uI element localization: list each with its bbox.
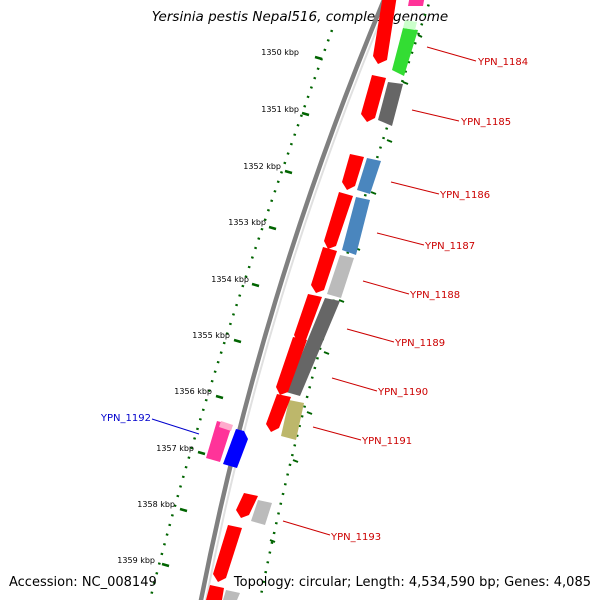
feature-lightgray-bottom: [223, 590, 240, 600]
genome-backbone-highlight: [204, 0, 391, 600]
cds-arrow-10: [213, 525, 242, 582]
outer-lane-features: [223, 0, 425, 600]
feature-lightpink-1192: [219, 421, 233, 431]
tick-marks: [161, 55, 323, 568]
feature-gray-1185: [378, 82, 403, 126]
cds-arrow-1: [373, 0, 397, 64]
tick-label: 1356 kbp: [174, 387, 212, 396]
gene-label-ypn_1191[interactable]: YPN_1191: [361, 436, 412, 447]
inner-lane-features: [206, 421, 248, 468]
gene-label-ypn_1192[interactable]: YPN_1192: [100, 413, 151, 424]
feature-blue-1192: [223, 429, 248, 468]
outer-dotted-ring: [258, 0, 432, 600]
feature-green: [392, 28, 418, 76]
tick-label: 1357 kbp: [156, 444, 194, 453]
tick-label: 1359 kbp: [117, 556, 155, 565]
cds-arrow-11: [206, 585, 224, 600]
feature-blue-1186a: [357, 158, 381, 194]
gene-label-ypn_1188[interactable]: YPN_1188: [409, 290, 460, 301]
gene-label-ypn_1184[interactable]: YPN_1184: [477, 57, 528, 68]
topology-text: Topology: circular; Length: 4,534,590 bp…: [233, 575, 591, 590]
cds-arrow-3: [342, 154, 364, 190]
cds-arrow-5: [311, 247, 337, 293]
tick-label: 1358 kbp: [137, 500, 175, 509]
tick-label: 1354 kbp: [211, 275, 249, 284]
feature-blue-1186b: [342, 197, 370, 255]
gene-label-ypn_1187[interactable]: YPN_1187: [424, 241, 475, 252]
feature-olive-1191: [281, 400, 304, 440]
gene-labels: YPN_1184 YPN_1185 YPN_1186 YPN_1187 YPN_1188…: [100, 57, 528, 543]
gene-label-ypn_1189[interactable]: YPN_1189: [394, 338, 445, 349]
feature-gray-1189: [286, 298, 340, 396]
tick-labels: 1350 kbp 1351 kbp 1352 kbp 1353 kbp 1354 kbp…: [117, 48, 299, 565]
gene-label-ypn_1185[interactable]: YPN_1185: [460, 117, 511, 128]
cds-arrow-9: [236, 493, 258, 518]
feature-light-green: [403, 20, 417, 30]
gene-label-ypn_1193[interactable]: YPN_1193: [330, 532, 381, 543]
gene-label-ypn_1186[interactable]: YPN_1186: [439, 190, 490, 201]
label-leader-1192: [151, 418, 200, 435]
cds-lane: [206, 0, 397, 600]
tick-label: 1352 kbp: [243, 162, 281, 171]
feature-lightgray-1193: [251, 500, 272, 525]
gene-label-ypn_1190[interactable]: YPN_1190: [377, 387, 428, 398]
tick-label: 1351 kbp: [261, 105, 299, 114]
cds-arrow-4: [324, 192, 353, 249]
cds-arrow-7: [276, 337, 307, 395]
feature-pink: [408, 0, 425, 6]
tick-label: 1350 kbp: [261, 48, 299, 57]
cds-arrow-2: [361, 75, 386, 122]
tick-label: 1355 kbp: [192, 331, 230, 340]
label-leaders: [282, 46, 477, 536]
genome-backbone: [198, 0, 387, 600]
feature-lightgray-1188: [327, 255, 354, 298]
tick-label: 1353 kbp: [228, 218, 266, 227]
cds-arrow-8: [266, 394, 291, 432]
cds-arrow-6: [294, 294, 322, 343]
accession-text: Accession: NC_008149: [9, 575, 157, 590]
feature-pink-1192: [206, 421, 232, 462]
